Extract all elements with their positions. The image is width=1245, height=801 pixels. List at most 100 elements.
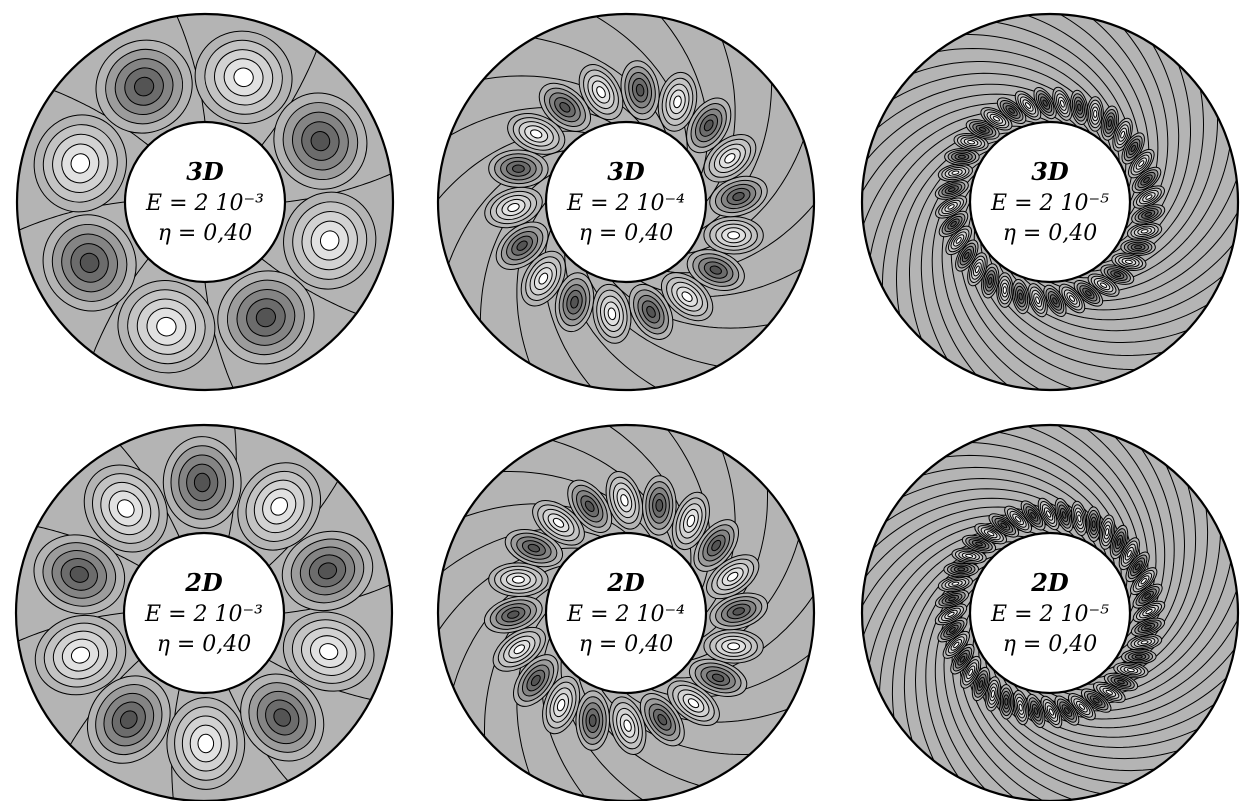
positive-vortex-cell [990, 689, 995, 698]
negative-vortex-cell [947, 187, 956, 193]
positive-vortex-cell [1138, 160, 1145, 167]
negative-vortex-cell [711, 673, 725, 683]
positive-vortex-cell [1078, 703, 1086, 710]
annulus-panel-3: 3D E = 2 10⁻⁵ η = 0,40 [860, 12, 1240, 392]
positive-vortex-cell [673, 95, 682, 109]
positive-vortex-cell [1140, 640, 1149, 645]
negative-vortex-cell [69, 565, 89, 583]
inner-boundary [544, 531, 708, 695]
positive-vortex-cell [319, 230, 340, 251]
positive-vortex-cell [513, 644, 526, 655]
positive-vortex-cell [1140, 229, 1149, 234]
positive-vortex-cell [687, 698, 700, 709]
negative-vortex-cell [255, 307, 276, 328]
contour-line [92, 258, 149, 354]
ekman-label: E = 2 10⁻⁴ [566, 191, 685, 216]
positive-vortex-cell [953, 641, 960, 649]
positive-vortex-cell [951, 170, 960, 175]
dimension-label: 3D [607, 157, 645, 186]
contour-line [261, 50, 318, 146]
negative-vortex-cell [512, 164, 525, 173]
positive-vortex-cell [270, 497, 288, 516]
dimension-label: 2D [184, 568, 223, 597]
negative-vortex-cell [959, 655, 966, 663]
negative-vortex-cell [1004, 697, 1009, 706]
negative-vortex-cell [732, 192, 745, 201]
negative-vortex-cell [1042, 99, 1048, 107]
positive-vortex-cell [620, 494, 629, 507]
positive-vortex-cell [1126, 668, 1135, 673]
positive-vortex-cell [197, 733, 215, 754]
negative-vortex-cell [1113, 272, 1122, 278]
positive-vortex-cell [967, 140, 976, 145]
positive-vortex-cell [596, 86, 606, 99]
negative-vortex-cell [657, 713, 668, 726]
negative-vortex-cell [709, 265, 722, 275]
positive-vortex-cell [319, 643, 339, 661]
positive-vortex-cell [1059, 99, 1065, 108]
positive-vortex-cell [607, 307, 617, 321]
negative-vortex-cell [516, 240, 528, 251]
negative-vortex-cell [570, 295, 579, 309]
contour-line [204, 281, 234, 389]
annulus-panel-1: 3D E = 2 10⁻³ η = 0,40 [15, 12, 395, 392]
positive-vortex-cell [1093, 109, 1098, 118]
negative-vortex-cell [1000, 522, 1008, 529]
positive-vortex-cell [1099, 282, 1108, 288]
positive-vortex-cell [726, 571, 739, 582]
contour-line [53, 89, 149, 146]
positive-vortex-cell [116, 499, 135, 518]
eta-label: η = 0,40 [579, 221, 674, 246]
negative-vortex-cell [1144, 624, 1152, 630]
positive-vortex-cell [156, 316, 177, 337]
negative-vortex-cell [79, 252, 100, 273]
negative-vortex-cell [988, 276, 993, 285]
negative-vortex-cell [273, 708, 292, 727]
ekman-label: E = 2 10⁻³ [145, 191, 264, 216]
negative-vortex-cell [1092, 697, 1100, 704]
outer-boundary [860, 423, 1240, 801]
positive-vortex-cell [1140, 577, 1147, 585]
positive-vortex-cell [530, 129, 543, 139]
negative-vortex-cell [1143, 176, 1150, 184]
ekman-label: E = 2 10⁻⁵ [990, 191, 1109, 216]
inner-boundary [968, 531, 1132, 695]
positive-vortex-cell [947, 611, 955, 618]
positive-vortex-cell [70, 153, 91, 174]
eta-label: η = 0,40 [158, 221, 253, 246]
eta-label: η = 0,40 [157, 632, 252, 657]
negative-vortex-cell [1052, 297, 1058, 305]
inner-boundary [544, 120, 708, 284]
dimension-label: 2D [1030, 568, 1069, 597]
positive-vortex-cell [1002, 286, 1007, 295]
annulus-panel-2: 3D E = 2 10⁻⁴ η = 0,40 [436, 12, 816, 392]
negative-vortex-cell [507, 610, 520, 619]
positive-vortex-cell [1105, 528, 1110, 537]
outer-boundary [436, 12, 816, 392]
negative-vortex-cell [1134, 654, 1143, 659]
contour-line [284, 173, 392, 203]
positive-vortex-cell [1024, 102, 1032, 109]
positive-vortex-cell [992, 116, 1001, 122]
eta-label: η = 0,40 [1003, 221, 1098, 246]
negative-vortex-cell [1061, 511, 1067, 519]
contour-line [261, 258, 357, 315]
positive-vortex-cell [1048, 708, 1055, 716]
positive-vortex-cell [986, 531, 995, 537]
inner-boundary [122, 531, 286, 695]
positive-vortex-cell [951, 581, 960, 586]
negative-vortex-cell [1085, 290, 1092, 297]
positive-vortex-cell [1014, 516, 1022, 523]
positive-vortex-cell [1105, 689, 1114, 695]
negative-vortex-cell [957, 567, 966, 572]
positive-vortex-cell [686, 514, 696, 528]
negative-vortex-cell [1134, 245, 1143, 250]
negative-vortex-cell [1107, 119, 1112, 128]
positive-vortex-cell [1120, 130, 1126, 139]
positive-vortex-cell [955, 237, 962, 244]
outer-boundary [14, 423, 394, 801]
negative-vortex-cell [957, 154, 966, 159]
negative-vortex-cell [948, 626, 956, 633]
negative-vortex-cell [317, 562, 338, 580]
